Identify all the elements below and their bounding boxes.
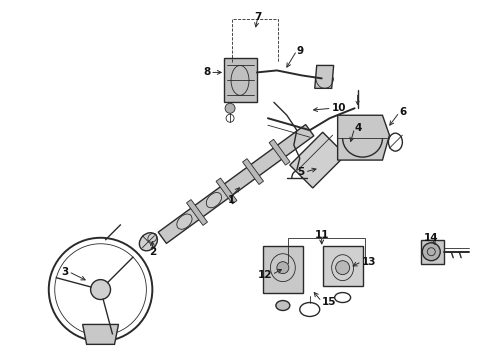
Text: 2: 2: [149, 247, 156, 257]
Polygon shape: [158, 125, 314, 243]
Text: 1: 1: [228, 195, 235, 205]
Text: 9: 9: [297, 45, 304, 55]
Circle shape: [225, 103, 235, 113]
Ellipse shape: [276, 301, 290, 310]
Text: 13: 13: [362, 257, 376, 267]
Circle shape: [91, 280, 111, 300]
Text: 7: 7: [254, 12, 262, 22]
Polygon shape: [269, 139, 290, 165]
Ellipse shape: [206, 193, 221, 208]
Ellipse shape: [139, 233, 157, 251]
Circle shape: [422, 243, 440, 261]
Polygon shape: [290, 132, 345, 188]
Text: 14: 14: [424, 233, 439, 243]
Text: 10: 10: [332, 103, 346, 113]
Text: 8: 8: [203, 67, 210, 77]
Text: 12: 12: [257, 270, 272, 280]
Ellipse shape: [177, 214, 192, 229]
Text: 5: 5: [297, 167, 305, 177]
Text: 11: 11: [315, 230, 329, 240]
Polygon shape: [243, 159, 264, 184]
Text: 3: 3: [61, 267, 69, 276]
Polygon shape: [315, 66, 334, 88]
Polygon shape: [263, 246, 303, 293]
Text: 6: 6: [399, 107, 407, 117]
Text: 4: 4: [355, 123, 362, 133]
Polygon shape: [216, 178, 237, 204]
Polygon shape: [224, 58, 257, 102]
Polygon shape: [338, 115, 390, 160]
Text: 15: 15: [322, 297, 336, 306]
Polygon shape: [323, 246, 363, 285]
Polygon shape: [83, 324, 119, 345]
Polygon shape: [187, 199, 207, 225]
Circle shape: [336, 261, 349, 275]
Circle shape: [277, 262, 289, 274]
Polygon shape: [421, 240, 444, 264]
